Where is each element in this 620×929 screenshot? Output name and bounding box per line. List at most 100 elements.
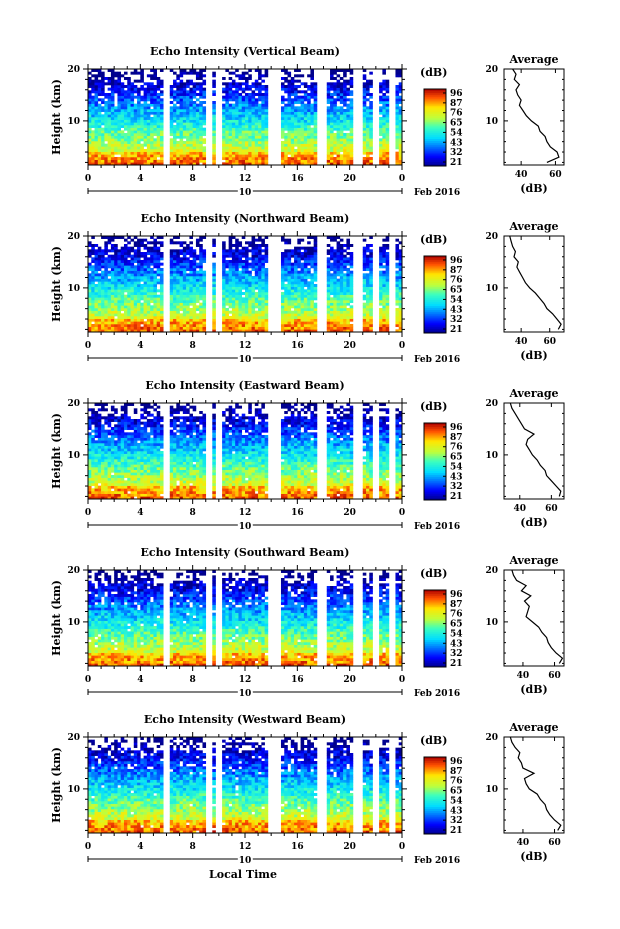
heatmap-cell: [326, 276, 331, 279]
heatmap-cell: [228, 238, 233, 242]
heatmap-cell: [199, 101, 203, 104]
heatmap-cell: [120, 302, 125, 306]
heatmap-cell: [258, 125, 262, 128]
heatmap-cell: [235, 114, 239, 118]
heatmap-cell: [284, 109, 288, 112]
heatmap-cell: [346, 106, 350, 110]
heatmap-cell: [150, 82, 154, 86]
heatmap-cell: [297, 127, 301, 131]
heatmap-cell: [225, 143, 229, 147]
heatmap-cell: [173, 93, 177, 96]
heatmap-cell: [104, 157, 108, 160]
heatmap-cell: [179, 300, 184, 303]
heatmap-cell: [366, 294, 370, 298]
heatmap-cell: [195, 130, 200, 134]
heatmap-cell: [91, 106, 95, 110]
heatmap-cell: [251, 93, 256, 96]
heatmap-cell: [313, 149, 318, 152]
heatmap-cell: [382, 93, 386, 96]
heatmap-cell: [330, 69, 334, 72]
heatmap-cell: [362, 321, 367, 325]
heatmap-cell: [238, 265, 243, 269]
heatmap-cell: [156, 87, 161, 91]
heatmap-cell: [339, 143, 344, 147]
heatmap-cell: [123, 77, 128, 80]
heatmap-cell: [182, 284, 187, 287]
heatmap-cell: [153, 318, 157, 322]
heatmap-cell: [143, 98, 148, 102]
heatmap-cell: [146, 125, 151, 128]
heatmap-cell: [169, 286, 174, 290]
heatmap-cell: [254, 313, 259, 317]
heatmap-cell: [330, 159, 334, 163]
heatmap-cell: [117, 130, 122, 134]
heatmap-cell: [346, 270, 350, 274]
heatmap-cell: [231, 329, 236, 333]
heatmap-cell: [346, 93, 350, 96]
heatmap-cell: [222, 82, 226, 86]
heatmap-cell: [343, 308, 347, 311]
heatmap-cell: [258, 93, 262, 96]
heatmap-cell: [258, 260, 262, 263]
heatmap-cell: [248, 249, 252, 253]
heatmap-cell: [349, 103, 354, 107]
heatmap-cell: [130, 85, 135, 88]
heatmap-cell: [94, 127, 99, 131]
heatmap: [88, 69, 403, 166]
heatmap-cell: [120, 117, 125, 120]
heatmap-cell: [297, 329, 301, 333]
heatmap-cell: [104, 276, 108, 279]
heatmap-cell: [225, 318, 229, 322]
heatmap-cell: [173, 268, 177, 271]
heatmap-cell: [140, 106, 144, 110]
heatmap-cell: [398, 329, 403, 333]
heatmap-cell: [336, 321, 341, 325]
heatmap-cell: [146, 122, 151, 126]
heatmap-cell: [117, 329, 122, 333]
heatmap-cell: [127, 79, 131, 83]
heatmap-cell: [261, 305, 265, 309]
heatmap-cell: [156, 114, 161, 118]
heatmap-cell: [159, 109, 164, 112]
heatmap-cell: [117, 316, 122, 319]
heatmap-cell: [398, 69, 403, 72]
heatmap-cell: [179, 305, 184, 309]
heatmap-cell: [369, 276, 373, 279]
heatmap-cell: [153, 141, 157, 144]
heatmap-cell: [123, 246, 128, 250]
heatmap-cell: [107, 98, 112, 102]
heatmap-cell: [254, 141, 259, 144]
heatmap-cell: [235, 141, 239, 144]
heatmap-cell: [110, 308, 115, 311]
heatmap-cell: [238, 122, 243, 126]
heatmap-cell: [199, 329, 203, 333]
heatmap-cell: [398, 159, 403, 163]
heatmap-cell: [264, 300, 269, 303]
heatmap-cell: [94, 85, 99, 88]
heatmap-cell: [379, 157, 383, 160]
heatmap-cell: [130, 329, 135, 333]
heatmap-cell: [153, 326, 157, 330]
heatmap-cell: [258, 268, 262, 271]
heatmap-cell: [150, 257, 154, 261]
heatmap-cell: [369, 265, 373, 269]
heatmap-cell: [146, 95, 151, 99]
heatmap-cell: [173, 297, 177, 301]
heatmap-cell: [110, 122, 115, 126]
heatmap-cell: [153, 260, 157, 263]
heatmap-cell: [156, 146, 161, 150]
heatmap-cell: [110, 313, 115, 317]
heatmap-cell: [349, 305, 354, 309]
heatmap-cell: [133, 85, 138, 88]
heatmap-cell: [110, 324, 115, 327]
heatmap-cell: [241, 117, 246, 120]
heatmap-cell: [248, 257, 252, 261]
heatmap-cell: [97, 286, 102, 290]
heatmap-cell: [150, 85, 154, 88]
heatmap-cell: [179, 162, 184, 166]
heatmap-cell: [107, 87, 112, 91]
heatmap-cell: [222, 130, 226, 134]
heatmap-cell: [294, 313, 298, 317]
heatmap-cell: [146, 241, 151, 245]
heatmap-cell: [280, 149, 285, 152]
